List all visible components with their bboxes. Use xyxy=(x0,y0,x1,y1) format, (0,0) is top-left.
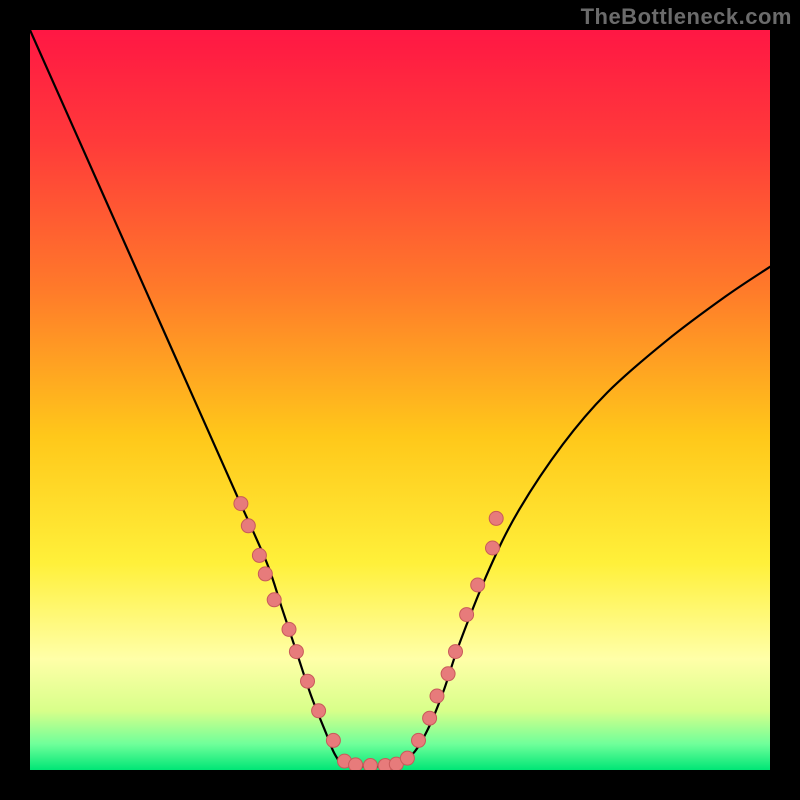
data-marker xyxy=(301,674,315,688)
bottleneck-chart xyxy=(30,30,770,770)
data-marker xyxy=(234,497,248,511)
data-marker xyxy=(312,704,326,718)
data-marker xyxy=(282,622,296,636)
data-marker xyxy=(326,733,340,747)
data-marker xyxy=(258,567,272,581)
chart-frame: TheBottleneck.com xyxy=(0,0,800,800)
data-marker xyxy=(423,711,437,725)
data-marker xyxy=(267,593,281,607)
data-marker xyxy=(489,511,503,525)
watermark-text: TheBottleneck.com xyxy=(581,4,792,30)
data-marker xyxy=(430,689,444,703)
data-marker xyxy=(349,758,363,770)
data-marker xyxy=(471,578,485,592)
data-marker xyxy=(449,645,463,659)
data-marker xyxy=(460,608,474,622)
data-marker xyxy=(441,667,455,681)
data-marker xyxy=(252,548,266,562)
gradient-background xyxy=(30,30,770,770)
data-marker xyxy=(241,519,255,533)
data-marker xyxy=(289,645,303,659)
data-marker xyxy=(363,759,377,770)
data-marker xyxy=(412,733,426,747)
data-marker xyxy=(400,751,414,765)
data-marker xyxy=(486,541,500,555)
